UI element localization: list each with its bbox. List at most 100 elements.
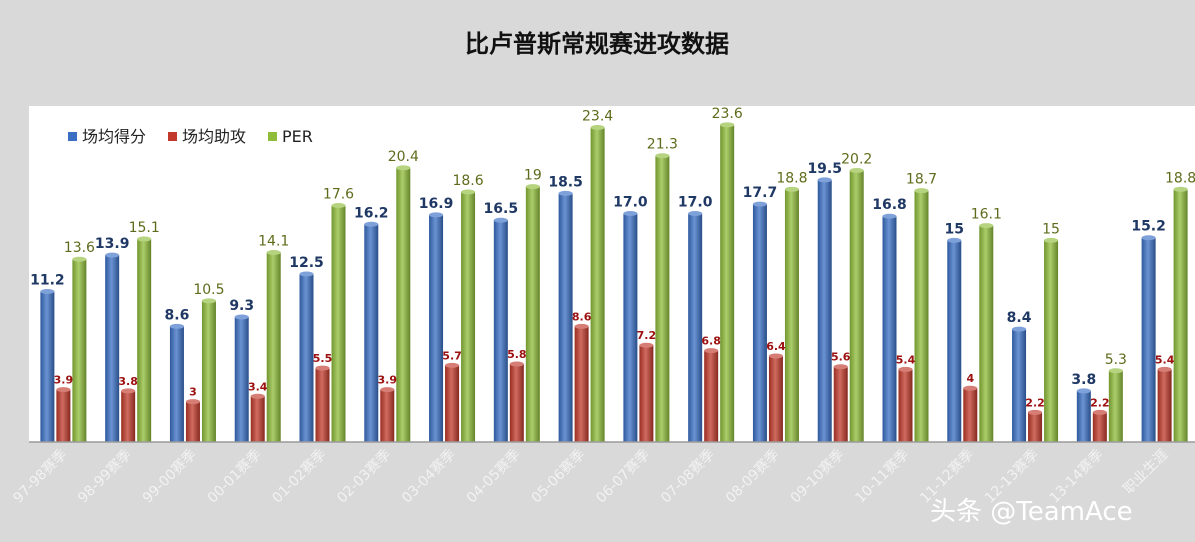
data-label-assists: 3.9 [378, 374, 398, 387]
x-tick-label: 99-00赛季 [140, 447, 200, 507]
data-label-per: 18.6 [452, 173, 483, 189]
data-label-points: 19.5 [807, 161, 842, 177]
bar-cap-per [914, 188, 929, 194]
data-label-assists: 5.7 [442, 349, 462, 362]
legend-swatch-assists [168, 132, 177, 141]
bar-per [849, 170, 864, 442]
bar-points [234, 317, 249, 442]
bar-cap-per [1044, 237, 1059, 243]
bar-points [493, 220, 508, 442]
legend: 场均得分 场均助攻 PER [68, 127, 313, 146]
data-label-assists: 2.2 [1090, 396, 1110, 409]
data-label-points: 17.0 [678, 195, 713, 211]
bar-assists [185, 401, 200, 442]
bar-cap-per [137, 236, 152, 242]
x-tick-label: 01-02赛季 [269, 447, 329, 507]
bars [40, 122, 1188, 443]
bar-points [105, 255, 120, 442]
bar-cap-assists [380, 387, 395, 393]
bar-cap-per [979, 223, 994, 229]
legend-swatch-points [68, 132, 77, 141]
bar-points [1012, 329, 1027, 442]
bar-assists [250, 396, 265, 442]
bar-per [720, 124, 735, 442]
x-tick-label: 06-07赛季 [593, 447, 653, 507]
x-tick-label: 04-05赛季 [464, 447, 524, 507]
bar-cap-points [882, 213, 897, 219]
data-label-points: 9.3 [229, 298, 254, 314]
bar-cap-per [590, 125, 605, 131]
bar-cap-assists [1028, 409, 1043, 415]
data-label-points: 17.0 [613, 195, 648, 211]
bar-points [364, 224, 379, 442]
data-label-points: 13.9 [95, 236, 130, 252]
bar-cap-assists [963, 385, 978, 391]
data-label-points: 12.5 [289, 255, 324, 271]
bar-points [169, 326, 184, 442]
bar-cap-points [493, 217, 508, 223]
bar-points [817, 179, 832, 443]
x-tick-label: 98-99赛季 [75, 447, 135, 507]
bar-cap-per [266, 249, 281, 255]
bar-cap-assists [1157, 366, 1172, 372]
data-label-assists: 8.6 [572, 310, 592, 323]
bar-per [655, 155, 670, 442]
bar-cap-points [1012, 326, 1027, 332]
data-label-per: 14.1 [258, 233, 289, 249]
bar-cap-assists [315, 365, 330, 371]
bar-cap-assists [509, 361, 524, 367]
bar-points [40, 291, 55, 442]
bar-cap-points [429, 212, 444, 218]
data-label-per: 15 [1042, 221, 1060, 237]
bar-points [1076, 390, 1091, 442]
bar-assists [121, 390, 136, 442]
bar-cap-points [752, 201, 767, 207]
bar-assists [1092, 412, 1107, 442]
bar-per [201, 300, 216, 442]
data-label-assists: 5.4 [896, 353, 916, 366]
data-label-per: 17.6 [323, 186, 354, 202]
data-label-per: 20.2 [841, 152, 872, 168]
data-label-points: 16.2 [354, 205, 389, 221]
data-label-per: 15.1 [129, 220, 160, 236]
bar-assists [509, 364, 524, 442]
data-label-assists: 6.4 [766, 340, 786, 353]
x-tick-label: 03-04赛季 [399, 447, 459, 507]
bar-assists [963, 388, 978, 442]
bar-cap-per [461, 189, 476, 195]
bar-points [752, 204, 767, 442]
data-label-per: 16.1 [971, 207, 1002, 223]
data-label-assists: 3.9 [54, 374, 74, 387]
data-label-assists: 6.8 [701, 335, 721, 348]
data-label-points: 17.7 [743, 185, 778, 201]
bar-per [1108, 370, 1123, 442]
bar-cap-points [169, 323, 184, 329]
data-label-points: 15.2 [1131, 219, 1166, 235]
data-label-assists: 3.4 [248, 380, 268, 393]
data-label-assists: 5.8 [507, 348, 527, 361]
bar-cap-per [72, 256, 87, 262]
bar-per [72, 259, 87, 442]
bar-assists [768, 355, 783, 442]
bar-per [1173, 189, 1188, 442]
bar-cap-assists [898, 366, 913, 372]
bar-cap-assists [833, 364, 848, 370]
bar-cap-points [105, 252, 120, 258]
bar-per [331, 205, 346, 442]
bar-assists [898, 369, 913, 442]
bar-cap-per [525, 184, 540, 190]
data-label-per: 10.5 [193, 282, 224, 298]
bar-cap-assists [704, 348, 719, 354]
data-label-per: 19 [524, 168, 542, 184]
bar-cap-points [623, 211, 638, 217]
bar-assists [1028, 412, 1043, 442]
data-label-per: 23.4 [582, 109, 613, 125]
bar-cap-points [1141, 235, 1156, 241]
data-label-points: 16.8 [872, 197, 907, 213]
data-label-per: 18.8 [776, 170, 807, 186]
legend-label-points: 场均得分 [82, 127, 146, 146]
data-label-per: 20.4 [388, 149, 419, 165]
data-label-assists: 5.6 [831, 351, 851, 364]
bar-cap-per [396, 165, 411, 171]
x-tick-label: 09-10赛季 [788, 447, 848, 507]
